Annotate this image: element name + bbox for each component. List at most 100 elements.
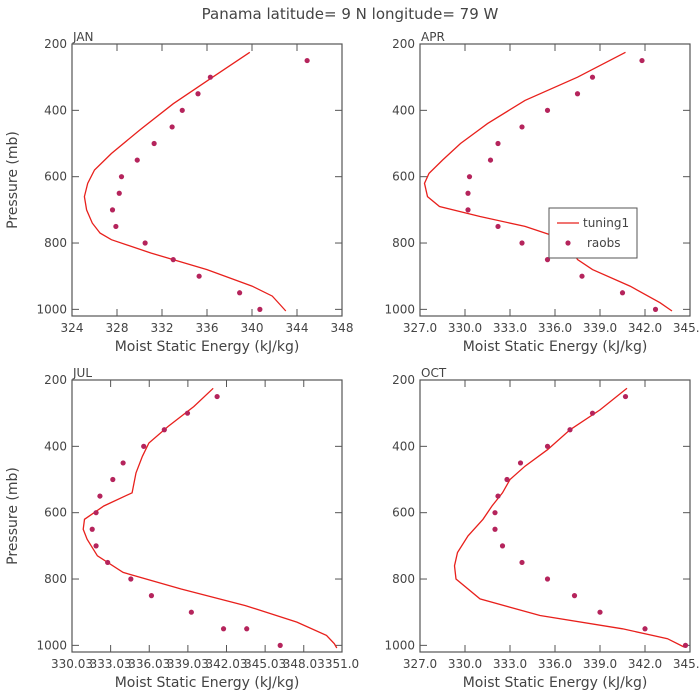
- data-point-raobs: [519, 124, 525, 130]
- x-tick-label: 327.0: [403, 321, 437, 335]
- x-tick-label: 348.03: [283, 657, 325, 671]
- y-tick-label: 400: [392, 103, 415, 117]
- data-point-raobs: [597, 609, 603, 615]
- data-point-raobs: [504, 476, 510, 483]
- x-tick-label: 344: [286, 321, 309, 335]
- data-point-raobs: [97, 493, 103, 499]
- data-point-raobs: [519, 559, 525, 566]
- y-tick-label: 1000: [36, 302, 67, 316]
- data-point-raobs: [93, 543, 99, 549]
- data-point-raobs: [151, 140, 157, 147]
- x-axis-label: Moist Static Energy (kJ/kg): [463, 339, 648, 355]
- data-point-raobs: [465, 207, 471, 213]
- panel-label-oct: OCT: [421, 366, 447, 380]
- x-tick-label: 351.0: [325, 657, 359, 671]
- y-tick-label: 200: [44, 37, 67, 51]
- y-tick-label: 200: [392, 373, 415, 387]
- x-tick-label: 336: [196, 321, 219, 335]
- plot-frame-jul: [71, 379, 343, 653]
- data-point-raobs: [567, 427, 573, 433]
- data-point-raobs: [619, 290, 626, 296]
- data-point-raobs: [116, 190, 122, 196]
- data-point-raobs: [277, 642, 283, 648]
- data-point-raobs: [495, 223, 501, 230]
- y-tick-label: 400: [44, 103, 67, 117]
- x-tick-label: 336.0: [538, 657, 572, 671]
- data-point-raobs: [161, 427, 167, 433]
- data-point-raobs: [118, 174, 125, 180]
- x-tick-label: 345.0: [673, 321, 700, 335]
- figure-title: Panama latitude= 9 N longitude= 79 W: [202, 5, 499, 23]
- series-line-tuning1: [82, 387, 338, 649]
- x-tick-label: 339.03: [167, 657, 209, 671]
- data-point-raobs: [589, 74, 596, 80]
- plot-frame-apr: [419, 43, 691, 317]
- data-point-raobs: [93, 510, 99, 516]
- x-tick-label: 342.0: [628, 657, 662, 671]
- data-point-raobs: [113, 223, 119, 230]
- data-point-raobs: [128, 576, 134, 582]
- panel-label-jul: JUL: [72, 366, 92, 380]
- x-tick-label: 336.0: [538, 321, 572, 335]
- legend-dot-swatch: [565, 240, 571, 246]
- series-line-tuning1: [83, 51, 287, 312]
- data-point-raobs: [495, 140, 501, 147]
- data-point-raobs: [579, 273, 585, 279]
- x-tick-label: 332: [151, 321, 174, 335]
- panel-label-jan: JAN: [72, 30, 94, 44]
- data-point-raobs: [214, 393, 220, 400]
- data-point-raobs: [622, 393, 629, 400]
- data-point-raobs: [179, 107, 185, 113]
- x-tick-label: 333.0: [493, 657, 527, 671]
- data-point-raobs: [141, 443, 147, 449]
- plot-frame-jan: [71, 43, 343, 317]
- legend: tuning1 raobs: [548, 207, 638, 259]
- x-tick-label: 327.0: [403, 657, 437, 671]
- x-tick-label: 330.0: [448, 657, 482, 671]
- y-tick-label: 800: [392, 572, 415, 586]
- data-point-raobs: [207, 74, 213, 80]
- data-point-raobs: [89, 526, 95, 532]
- data-point-raobs: [544, 576, 551, 582]
- panel-label-apr: APR: [421, 30, 445, 44]
- data-point-raobs: [188, 609, 194, 615]
- y-tick-label: 1000: [36, 638, 67, 652]
- y-tick-label: 600: [44, 506, 67, 520]
- legend-box: [548, 207, 638, 259]
- data-point-raobs: [652, 306, 659, 312]
- data-point-raobs: [487, 157, 494, 163]
- data-point-raobs: [571, 593, 578, 599]
- data-point-raobs: [237, 290, 243, 296]
- data-point-raobs: [220, 626, 227, 632]
- data-point-raobs: [196, 273, 202, 279]
- data-point-raobs: [682, 642, 689, 648]
- x-tick-label: 342.03: [206, 657, 248, 671]
- data-point-raobs: [148, 593, 155, 599]
- x-tick-label: 328: [106, 321, 129, 335]
- x-tick-label: 340: [241, 321, 264, 335]
- x-tick-label: 345.0: [673, 657, 700, 671]
- data-point-raobs: [642, 626, 648, 632]
- panel-jan: JAN 324 328 332 336 340 344 348 200 400 600 800 1000…: [5, 30, 353, 355]
- y-tick-label: 1000: [384, 302, 415, 316]
- panel-oct: OCT 327.0 330.0 333.0 336.0 339.0 342.0 345.0 20…: [384, 366, 700, 691]
- data-point-raobs: [589, 410, 596, 416]
- data-point-raobs: [184, 410, 191, 416]
- panels-group: JAN 324 328 332 336 340 344 348 200 400 600 800 1000…: [5, 30, 700, 691]
- data-point-raobs: [544, 107, 551, 113]
- y-tick-label: 800: [44, 236, 67, 250]
- x-tick-label: 342.0: [628, 321, 662, 335]
- data-point-raobs: [142, 240, 148, 246]
- data-point-raobs: [492, 510, 498, 516]
- data-point-raobs: [170, 257, 176, 263]
- data-point-raobs: [465, 190, 471, 196]
- data-point-raobs: [134, 157, 140, 163]
- y-tick-label: 200: [44, 373, 67, 387]
- data-point-raobs: [519, 240, 525, 246]
- y-axis-label: Pressure (mb): [5, 131, 21, 229]
- x-tick-label: 324: [61, 321, 84, 335]
- y-tick-label: 200: [392, 37, 415, 51]
- data-point-raobs: [639, 57, 645, 64]
- data-point-raobs: [257, 306, 263, 312]
